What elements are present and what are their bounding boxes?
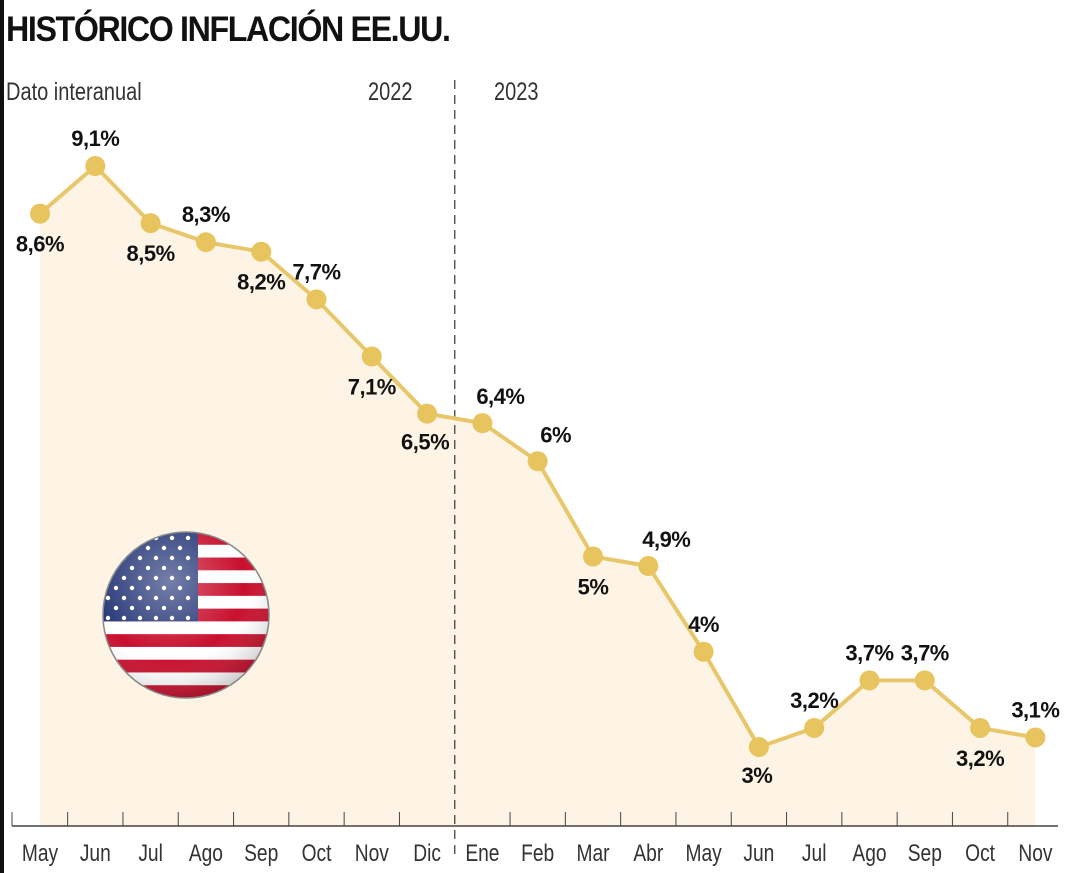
- data-point: [970, 717, 991, 738]
- x-tick-label: Ago: [852, 839, 886, 867]
- x-tick-label: Feb: [521, 839, 554, 867]
- data-point: [472, 413, 493, 434]
- chart-subtitle: Dato interanual: [6, 78, 142, 106]
- data-point: [638, 556, 659, 577]
- data-point: [251, 241, 272, 262]
- x-tick-label: Jun: [80, 839, 111, 867]
- data-label: 7,7%: [292, 259, 340, 284]
- data-point: [30, 203, 50, 224]
- left-edge-bar: [0, 0, 4, 873]
- x-tick-label: Sep: [244, 839, 278, 867]
- data-point: [140, 213, 161, 234]
- x-tick-label: May: [22, 839, 58, 867]
- data-point: [195, 232, 216, 253]
- x-tick-label: Oct: [302, 839, 332, 867]
- data-label: 8,5%: [127, 241, 175, 266]
- data-label: 7,1%: [348, 374, 396, 399]
- data-label: 3,2%: [956, 746, 1004, 771]
- data-label: 6%: [540, 422, 571, 447]
- data-point: [748, 737, 769, 757]
- data-label: 9,1%: [71, 126, 119, 151]
- data-point: [85, 156, 106, 176]
- data-label: 8,3%: [182, 202, 230, 227]
- chart-title: HISTÓRICO INFLACIÓN EE.UU.: [6, 10, 451, 49]
- data-point: [693, 641, 714, 662]
- year-label-2022: 2022: [368, 78, 413, 106]
- data-label: 6,4%: [476, 384, 524, 409]
- data-point: [417, 403, 438, 424]
- data-point: [1025, 727, 1046, 748]
- data-label: 8,6%: [16, 232, 64, 257]
- x-tick-label: May: [685, 839, 721, 867]
- x-tick-label: Sep: [908, 839, 942, 867]
- data-label: 3,2%: [790, 688, 838, 713]
- data-point: [527, 451, 548, 472]
- x-tick-label: Jul: [802, 839, 827, 867]
- data-point: [914, 670, 935, 691]
- data-point: [361, 346, 382, 367]
- data-label: 4,9%: [642, 527, 690, 552]
- x-tick-label: Oct: [965, 839, 995, 867]
- x-tick-label: Nov: [1018, 839, 1052, 867]
- x-tick-label: Ago: [189, 839, 223, 867]
- x-tick-label: Nov: [355, 839, 389, 867]
- data-point: [804, 717, 825, 738]
- x-tick-label: Jul: [138, 839, 163, 867]
- x-tick-label: Abr: [633, 839, 663, 867]
- data-label: 5%: [578, 575, 609, 600]
- x-tick-label: Ene: [465, 839, 499, 867]
- data-point: [583, 546, 603, 567]
- x-tick-label: Dic: [413, 839, 441, 867]
- data-point: [859, 670, 880, 691]
- data-label: 8,2%: [237, 270, 285, 295]
- data-label: 3%: [742, 763, 773, 788]
- area-fill: [40, 166, 1036, 826]
- data-point: [306, 289, 327, 310]
- data-label: 3,7%: [845, 640, 893, 665]
- us-flag-icon: [102, 531, 270, 699]
- year-label-2023: 2023: [494, 78, 539, 106]
- data-label: 3,1%: [1011, 697, 1059, 722]
- data-label: 4%: [688, 612, 719, 637]
- data-label: 3,7%: [901, 640, 949, 665]
- x-tick-label: Jun: [743, 839, 774, 867]
- data-label: 6,5%: [401, 430, 449, 455]
- x-tick-label: Mar: [576, 839, 609, 867]
